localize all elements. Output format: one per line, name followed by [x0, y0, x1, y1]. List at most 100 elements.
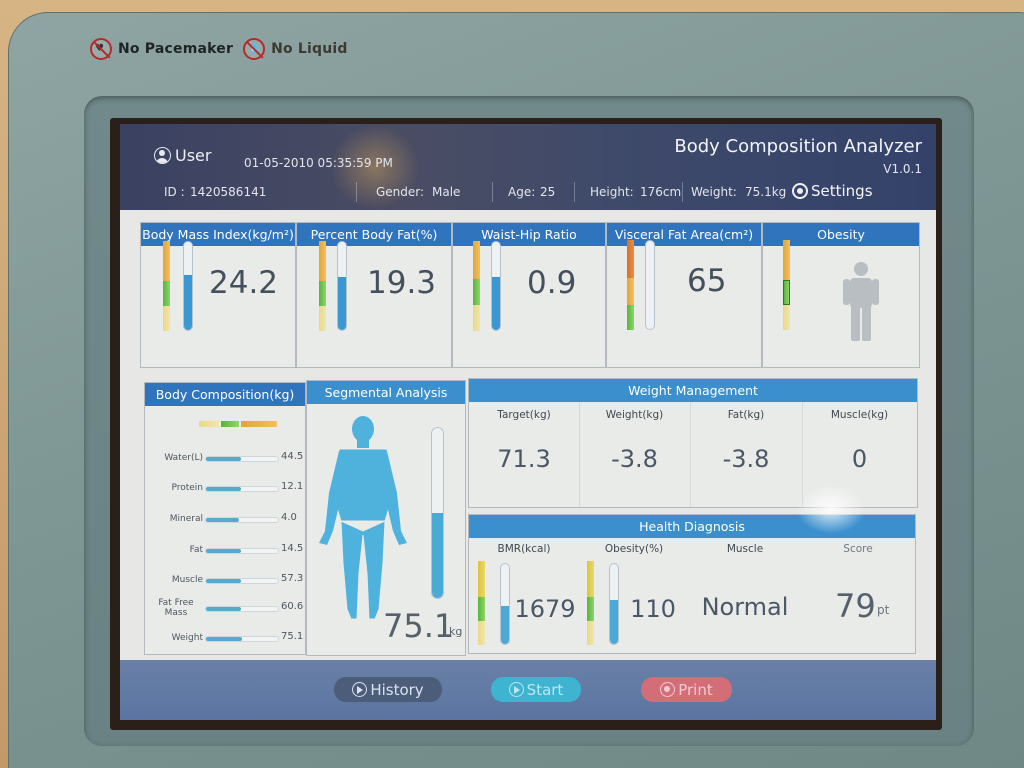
row-value: 75.1	[281, 631, 304, 642]
row-label: Muscle	[171, 575, 203, 585]
metric-panel-waist-hip: Waist-Hip Ratio 0.9	[452, 222, 606, 368]
panel-title: Percent Body Fat(%)	[297, 223, 451, 246]
user-label: User	[175, 146, 212, 165]
range-scale	[783, 240, 790, 330]
value-gauge	[645, 240, 655, 330]
bmr-value: 1679	[514, 595, 576, 623]
play-icon	[352, 682, 368, 697]
body-comp-row-water: Water(L) 44.5	[145, 449, 305, 469]
col-label: Muscle(kg)	[830, 409, 889, 421]
metric-value: 24.2	[209, 265, 279, 301]
id-label: ID :	[164, 185, 185, 199]
range-scale	[319, 241, 326, 331]
id-value: 1420586141	[190, 185, 267, 199]
app-version: V1.0.1	[883, 162, 922, 176]
col-label: Obesity(%)	[604, 543, 664, 555]
row-bar	[205, 548, 279, 554]
row-label: Fat	[189, 545, 203, 555]
print-label: Print	[678, 680, 713, 699]
body-comp-row-weight: Weight 75.1	[145, 629, 305, 649]
body-figure-icon	[319, 416, 407, 620]
panel-title: Body Mass Index(kg/m²)	[141, 223, 295, 246]
panel-title: Segmental Analysis	[307, 381, 465, 404]
warning-label: No Liquid	[271, 41, 348, 57]
health-diagnosis-panel: Health Diagnosis BMR(kcal) Obesity(%) Mu…	[468, 514, 916, 654]
row-bar	[205, 517, 279, 523]
score-unit: pt	[877, 603, 890, 617]
user-info-row: ID : 1420586141 Gender: Male Age: 25 Hei…	[120, 180, 936, 204]
metric-value: 19.3	[367, 265, 437, 301]
target-weight-value: 71.3	[497, 445, 551, 473]
range-scale	[163, 241, 170, 331]
gender-value: Male	[432, 185, 461, 199]
person-silhouette-icon	[843, 262, 879, 341]
warning-label: No Pacemaker	[118, 41, 234, 57]
divider	[574, 182, 575, 202]
range-scale	[587, 561, 594, 645]
no-liquid-icon: 💧	[243, 38, 266, 60]
col-label: Muscle	[726, 543, 764, 555]
row-bar	[205, 578, 279, 584]
obesity-value: 110	[630, 595, 676, 623]
height-label: Height:	[590, 185, 634, 199]
warning-no-liquid: 💧 No Liquid	[243, 38, 348, 60]
panel-title: Weight Management	[469, 379, 917, 402]
panel-title: Visceral Fat Area(cm²)	[607, 223, 761, 246]
value-gauge	[491, 241, 501, 331]
body-comp-row-muscle: Muscle 57.3	[145, 571, 305, 591]
row-bar	[205, 606, 279, 612]
row-value: 44.5	[281, 451, 304, 462]
value-gauge	[183, 241, 193, 331]
user-button[interactable]: User	[154, 146, 211, 165]
segmental-weight-unit: kg	[449, 625, 463, 638]
row-label: Fat Free Mass	[158, 598, 194, 618]
col-label: Score	[843, 543, 873, 555]
settings-button[interactable]: Settings	[792, 182, 873, 200]
bmr-gauge	[500, 563, 510, 645]
range-scale	[627, 240, 634, 330]
fat-change-value: -3.8	[722, 445, 770, 473]
gear-icon	[792, 183, 808, 199]
no-pacemaker-icon: ♥	[90, 38, 112, 60]
divider	[682, 182, 683, 202]
row-label: Protein	[171, 483, 203, 493]
value-gauge	[337, 241, 347, 331]
start-label: Start	[526, 680, 564, 699]
datetime: 01-05-2010 05:35:59 PM	[244, 156, 393, 170]
settings-label: Settings	[811, 182, 873, 200]
metric-panel-body-fat: Percent Body Fat(%) 19.3	[296, 222, 452, 368]
app-title: Body Composition Analyzer	[674, 136, 922, 157]
warning-no-pacemaker: ♥ No Pacemaker	[90, 38, 233, 60]
col-label: Fat(kg)	[727, 409, 765, 421]
row-bar	[205, 486, 279, 492]
warning-labels: ♥ No Pacemaker 💧 No Liquid	[90, 38, 348, 60]
row-value: 14.5	[281, 543, 304, 554]
footer-bar: History Start Print	[120, 660, 936, 720]
metric-panel-bmi: Body Mass Index(kg/m²) 24.2	[140, 222, 296, 368]
weight-value: 75.1kg	[745, 185, 787, 199]
row-bar	[205, 456, 279, 462]
col-label: Target(kg)	[497, 409, 551, 421]
print-button[interactable]: Print	[641, 677, 732, 702]
weight-management-panel: Weight Management Target(kg) Weight(kg) …	[468, 378, 918, 508]
body-comp-row-fat: Fat 14.5	[145, 541, 305, 561]
metric-value: 65	[687, 263, 727, 299]
age-label: Age:	[508, 185, 536, 199]
range-scale	[473, 241, 480, 331]
screen: User 01-05-2010 05:35:59 PM Body Composi…	[120, 124, 936, 720]
body-comp-row-mineral: Mineral 4.0	[145, 510, 305, 530]
segmental-weight-value: 75.1	[383, 607, 455, 645]
row-label: Mineral	[169, 514, 203, 524]
score-value: 79	[835, 587, 876, 625]
panel-title: Waist-Hip Ratio	[453, 223, 605, 246]
body-composition-panel: Body Composition(kg) Water(L) 44.5 Prote…	[144, 382, 306, 655]
panel-title: Health Diagnosis	[469, 515, 915, 538]
start-button[interactable]: Start	[491, 677, 581, 702]
obesity-gauge	[609, 563, 619, 645]
range-legend	[199, 421, 277, 427]
divider	[492, 182, 493, 202]
history-button[interactable]: History	[334, 677, 442, 702]
play-icon	[508, 682, 524, 697]
light-glare	[330, 124, 420, 210]
height-value: 176cm	[640, 185, 682, 199]
